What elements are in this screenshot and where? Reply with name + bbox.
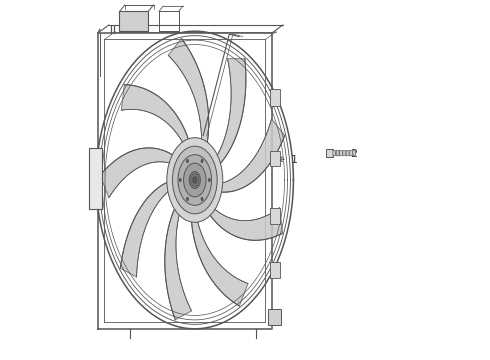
Polygon shape — [120, 12, 148, 31]
Polygon shape — [343, 150, 345, 156]
Polygon shape — [269, 309, 281, 325]
Polygon shape — [211, 119, 285, 192]
Polygon shape — [340, 150, 343, 156]
Polygon shape — [210, 59, 246, 172]
Ellipse shape — [191, 174, 199, 186]
Polygon shape — [168, 39, 209, 157]
Ellipse shape — [201, 197, 203, 201]
Polygon shape — [122, 85, 192, 155]
Polygon shape — [270, 262, 280, 278]
Ellipse shape — [193, 177, 197, 183]
Ellipse shape — [167, 138, 223, 222]
Polygon shape — [270, 150, 280, 166]
Polygon shape — [270, 208, 280, 224]
Polygon shape — [336, 150, 339, 156]
Ellipse shape — [189, 171, 200, 189]
Polygon shape — [121, 179, 177, 277]
Polygon shape — [191, 206, 248, 306]
Polygon shape — [203, 200, 283, 240]
Polygon shape — [100, 148, 182, 198]
Polygon shape — [165, 197, 192, 320]
Ellipse shape — [208, 178, 211, 182]
Ellipse shape — [186, 197, 189, 201]
Ellipse shape — [184, 163, 206, 197]
Polygon shape — [326, 149, 333, 157]
Ellipse shape — [201, 159, 203, 163]
Ellipse shape — [186, 159, 189, 163]
Polygon shape — [89, 148, 101, 209]
Ellipse shape — [178, 154, 212, 206]
Polygon shape — [346, 150, 349, 156]
Text: 1: 1 — [291, 155, 297, 165]
Ellipse shape — [172, 146, 217, 214]
Polygon shape — [270, 89, 280, 107]
Polygon shape — [333, 150, 336, 156]
Ellipse shape — [179, 178, 182, 182]
Polygon shape — [349, 150, 352, 156]
Polygon shape — [353, 150, 356, 156]
Text: 2: 2 — [350, 149, 357, 159]
